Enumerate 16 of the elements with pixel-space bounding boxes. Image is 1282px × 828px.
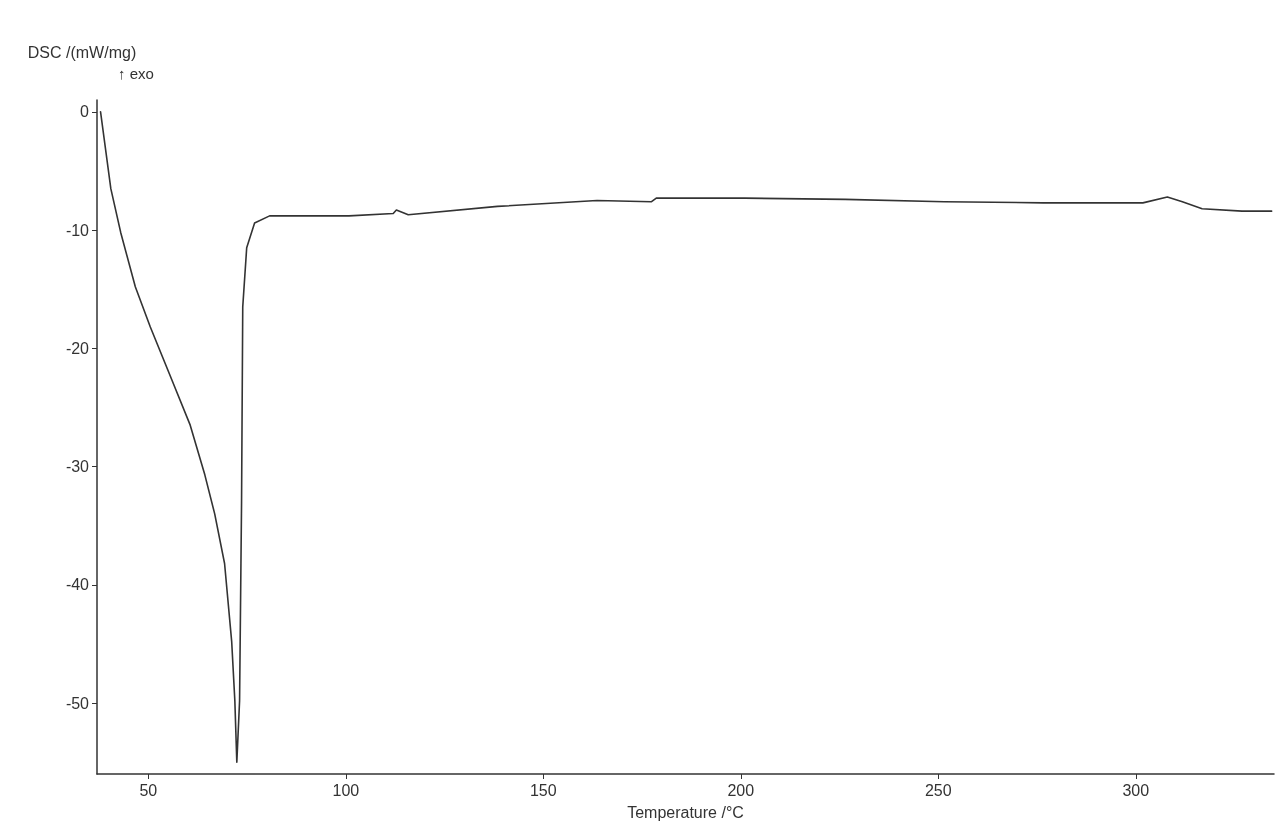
- y-tick-label: -40: [65, 576, 90, 594]
- x-tick-label: 300: [1122, 781, 1150, 799]
- x-tick-label: 150: [529, 781, 557, 799]
- y-tick-label: -50: [65, 694, 90, 712]
- text: ↑ exo: [118, 65, 154, 82]
- x-tick-label: 100: [332, 781, 360, 799]
- y-axis-title: DSC /(mW/mg): [27, 43, 137, 61]
- x-tick-label: 50: [139, 781, 158, 799]
- line-series: [99, 111, 1273, 763]
- y-tick-label: -30: [65, 458, 90, 476]
- y-tick-label: 0: [80, 103, 90, 121]
- y-tick-label: -20: [65, 339, 90, 357]
- y-tick-label: -10: [65, 221, 90, 239]
- x-tick-label: 250: [924, 781, 952, 799]
- x-tick-label: 200: [727, 781, 755, 799]
- x-axis-title: Temperature /°C: [627, 803, 744, 821]
